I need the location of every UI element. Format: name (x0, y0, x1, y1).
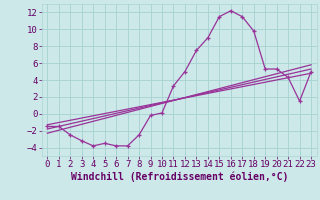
X-axis label: Windchill (Refroidissement éolien,°C): Windchill (Refroidissement éolien,°C) (70, 172, 288, 182)
